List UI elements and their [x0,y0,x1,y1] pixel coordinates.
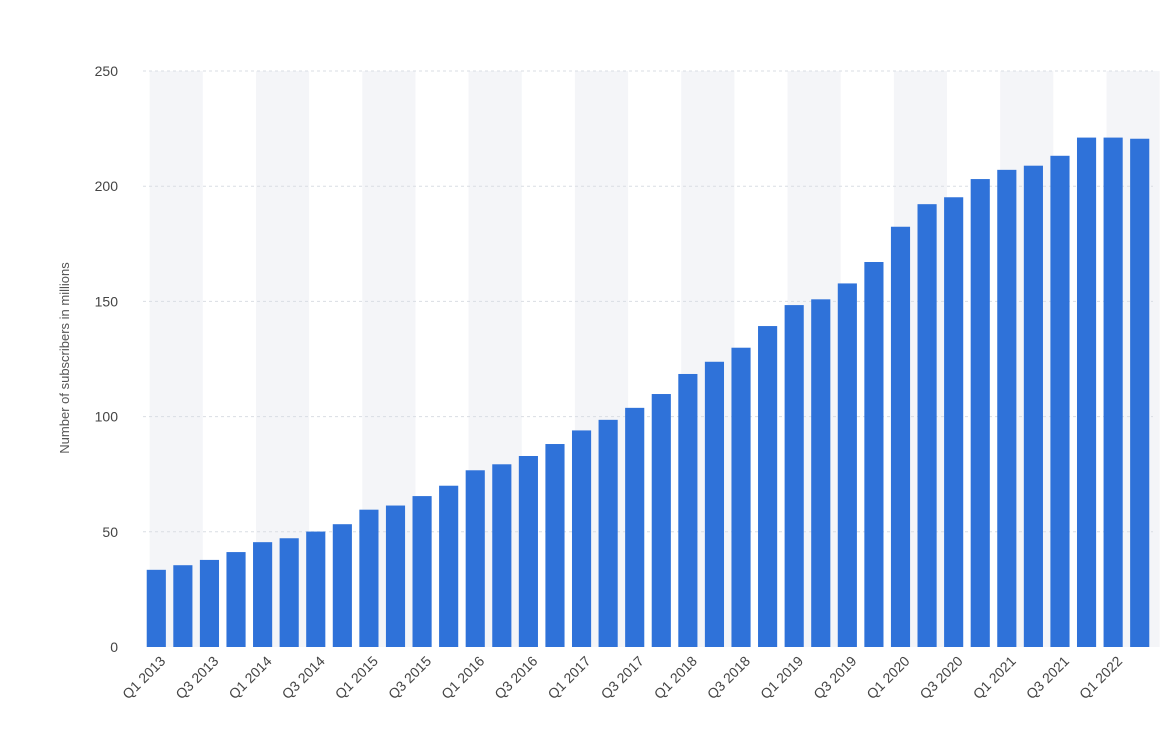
y-tick-label: 100 [95,409,119,425]
bar [545,444,565,647]
x-tick-label: Q3 2020 [916,653,965,702]
y-axis-title: Number of subscribers in millions [57,262,72,454]
bar [625,407,645,647]
y-tick-label: 150 [95,293,119,309]
bar [678,373,698,647]
bar [1050,155,1070,647]
bar [173,565,193,647]
bar [412,496,432,647]
x-tick-label: Q1 2018 [651,653,700,702]
x-tick-label: Q1 2016 [438,653,487,702]
x-tick-label: Q3 2016 [491,653,540,702]
bar [279,538,299,647]
bar [146,569,166,647]
x-tick-label: Q3 2021 [1023,653,1072,702]
bar [571,430,592,647]
bar [385,505,406,647]
y-tick-label: 0 [110,639,118,655]
bar [917,204,937,647]
bar [731,347,751,647]
bar [1130,138,1150,647]
bars [146,137,1150,647]
x-tick-label: Q1 2022 [1076,653,1125,702]
bar [1076,137,1097,647]
x-tick-label: Q1 2020 [863,653,912,702]
bar [439,485,459,647]
x-axis-ticks: Q1 2013 Q3 2013 Q1 2014 Q3 2014 Q1 2015 Q3 20… [119,653,1125,702]
bar [811,299,831,647]
x-tick-label: Q1 2015 [332,653,381,702]
bar [944,197,964,647]
bar [651,394,671,647]
bar [758,326,778,647]
bar [199,559,220,647]
column-band [149,71,203,647]
x-tick-label: Q3 2015 [385,653,434,702]
x-tick-label: Q1 2021 [970,653,1019,702]
bar [704,361,725,647]
bar [306,531,326,647]
bar [837,283,857,647]
x-tick-label: Q1 2014 [225,653,274,702]
x-tick-label: Q1 2019 [757,653,806,702]
bar [359,509,379,647]
x-tick-label: Q3 2019 [810,653,859,702]
bar [465,470,485,647]
bar [518,455,538,647]
y-tick-label: 50 [102,524,118,540]
bar [492,464,512,647]
y-axis-ticks: 0 50 100 150 200 250 [95,63,119,655]
x-tick-label: Q3 2014 [279,653,328,702]
x-tick-label: Q3 2017 [598,653,647,702]
y-tick-label: 250 [95,63,119,79]
bar [890,226,911,647]
x-tick-label: Q3 2018 [704,653,753,702]
bar [1023,165,1043,647]
y-tick-label: 200 [95,178,119,194]
bar [226,552,246,647]
x-tick-label: Q1 2013 [119,653,168,702]
x-tick-label: Q1 2017 [544,653,593,702]
bar [1103,137,1123,647]
bar [997,169,1017,647]
bar [864,262,884,647]
bar [598,419,618,647]
x-tick-label: Q3 2013 [172,653,221,702]
bar [970,179,990,647]
bar [253,542,273,647]
bar [332,524,352,647]
bar [784,305,804,647]
